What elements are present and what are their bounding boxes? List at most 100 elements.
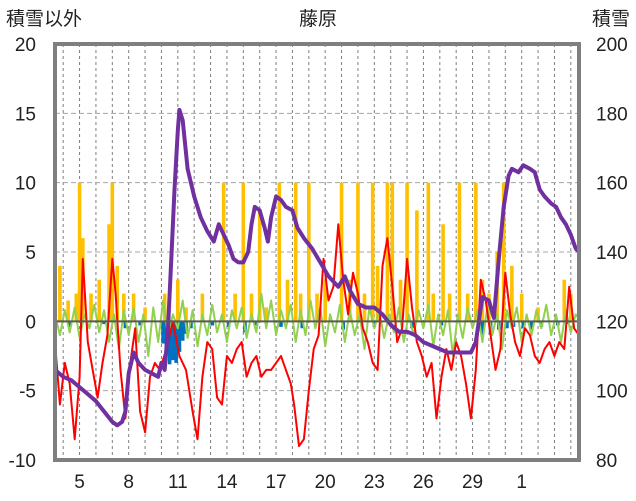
left-y-tick-label: -10 <box>9 451 36 472</box>
x-tick-label: 14 <box>216 472 238 493</box>
right-axis-title: 積雪 <box>592 8 630 30</box>
snowfall-bar <box>385 182 390 322</box>
precipitation-bar <box>254 321 259 326</box>
snowfall-bar <box>66 300 70 322</box>
precipitation-bar <box>226 321 231 327</box>
snowfall-bar <box>447 293 452 322</box>
precipitation-bar <box>505 321 509 329</box>
snowfall-bar <box>200 293 205 322</box>
snowfall-bar <box>110 182 115 322</box>
precipitation-bar <box>123 321 128 329</box>
precipitation-bar <box>67 321 72 327</box>
snowfall-bar <box>441 224 445 322</box>
x-tick-label: 20 <box>315 472 336 493</box>
precipitation-bar <box>439 321 444 326</box>
snowfall-bar <box>241 182 246 322</box>
snowfall-bar <box>415 210 419 322</box>
precipitation-bar <box>138 321 142 326</box>
right-y-tick-label: 140 <box>596 243 628 264</box>
precipitation-bar <box>161 321 165 344</box>
snowfall-bar <box>143 307 147 322</box>
snowfall-bar <box>233 293 237 322</box>
right-y-tick-label: 200 <box>596 35 628 56</box>
precipitation-bar <box>300 321 305 329</box>
snowfall-bar <box>501 182 506 322</box>
precipitation-bar <box>480 321 485 336</box>
snowfall-bar <box>257 210 262 322</box>
left-y-tick-label: 5 <box>25 243 36 264</box>
snowfall-bar <box>221 182 226 322</box>
x-tick-label: 5 <box>74 472 85 493</box>
snowfall-bar <box>176 279 180 322</box>
x-tick-label: 8 <box>123 472 134 493</box>
right-y-ticks: 200 180 160 140 120 100 80 <box>596 35 628 472</box>
right-y-tick-label: 120 <box>596 312 628 333</box>
snowfall-bar <box>356 182 360 322</box>
temperature-line <box>54 223 580 448</box>
left-y-tick-label: -5 <box>19 382 36 403</box>
precipitation-bar <box>180 321 185 341</box>
snowfall-bar <box>375 265 380 322</box>
snowfall-bar <box>77 182 82 322</box>
snowfall-bar <box>121 293 126 322</box>
snowfall-bar <box>405 182 409 322</box>
snowfall-bar <box>107 224 111 322</box>
snowfall-bar <box>519 293 524 322</box>
precipitation-bar <box>529 321 534 330</box>
precipitation-bar <box>210 321 215 326</box>
snowfall-bar <box>184 307 188 322</box>
snowfall-bar <box>285 279 290 322</box>
snowfall-bar <box>474 182 478 322</box>
snowfall-bar <box>298 293 303 322</box>
left-y-tick-label: 20 <box>15 35 36 56</box>
left-y-tick-label: 0 <box>25 312 36 333</box>
snowfall-bar <box>562 279 567 322</box>
x-tick-label: 23 <box>364 472 385 493</box>
right-y-tick-label: 160 <box>596 174 628 195</box>
left-y-tick-label: 10 <box>15 174 36 195</box>
snowfall-bar <box>431 293 436 322</box>
snowfall-bar <box>426 182 431 322</box>
x-tick-label: 26 <box>413 472 434 493</box>
precipitation-bar <box>171 321 175 361</box>
snowfall-bar <box>97 279 102 322</box>
snowfall-bar <box>249 293 254 322</box>
series-lines <box>53 107 581 448</box>
snowfall-bar <box>58 265 62 322</box>
snowfall-bar <box>390 182 395 322</box>
chart-title: 藤原 <box>299 8 337 30</box>
precipitation-bar <box>279 321 283 327</box>
precipitation-bar <box>177 321 182 352</box>
right-y-tick-label: 80 <box>596 451 617 472</box>
snowfall-bar <box>264 307 269 322</box>
left-axis-title: 積雪以外 <box>6 8 82 30</box>
snowfall-bar <box>307 182 311 322</box>
snowfall-bar <box>277 182 282 322</box>
x-tick-label: 29 <box>462 472 483 493</box>
right-y-tick-label: 100 <box>596 382 628 403</box>
x-tick-label: 11 <box>168 472 188 493</box>
snowfall-bar <box>457 182 462 322</box>
snowfall-bar <box>510 265 514 322</box>
green_series-line <box>54 292 580 357</box>
snowfall-bar <box>74 293 79 322</box>
plot-frame <box>53 42 581 462</box>
precipitation-bar <box>102 321 106 325</box>
snowfall-bar <box>370 182 375 322</box>
precipitation-bar <box>521 321 526 329</box>
snowfall-bar <box>115 265 120 322</box>
snowfall-bar <box>293 182 298 322</box>
snowfall-bar <box>315 293 319 322</box>
left-y-tick-label: 15 <box>15 104 36 125</box>
snowfall-bar <box>398 279 403 322</box>
snowfall-bar <box>89 293 93 322</box>
snow_depth-line <box>53 107 581 428</box>
x-tick-label: 17 <box>265 472 286 493</box>
snowfall-bar <box>323 279 327 322</box>
x-tick-label: 1 <box>516 472 527 493</box>
precipitation-bar <box>167 321 172 365</box>
left-y-ticks: 20 15 10 5 0 -5 -10 <box>9 35 36 472</box>
precipitation-bar <box>565 321 570 325</box>
right-y-tick-label: 180 <box>596 104 628 125</box>
